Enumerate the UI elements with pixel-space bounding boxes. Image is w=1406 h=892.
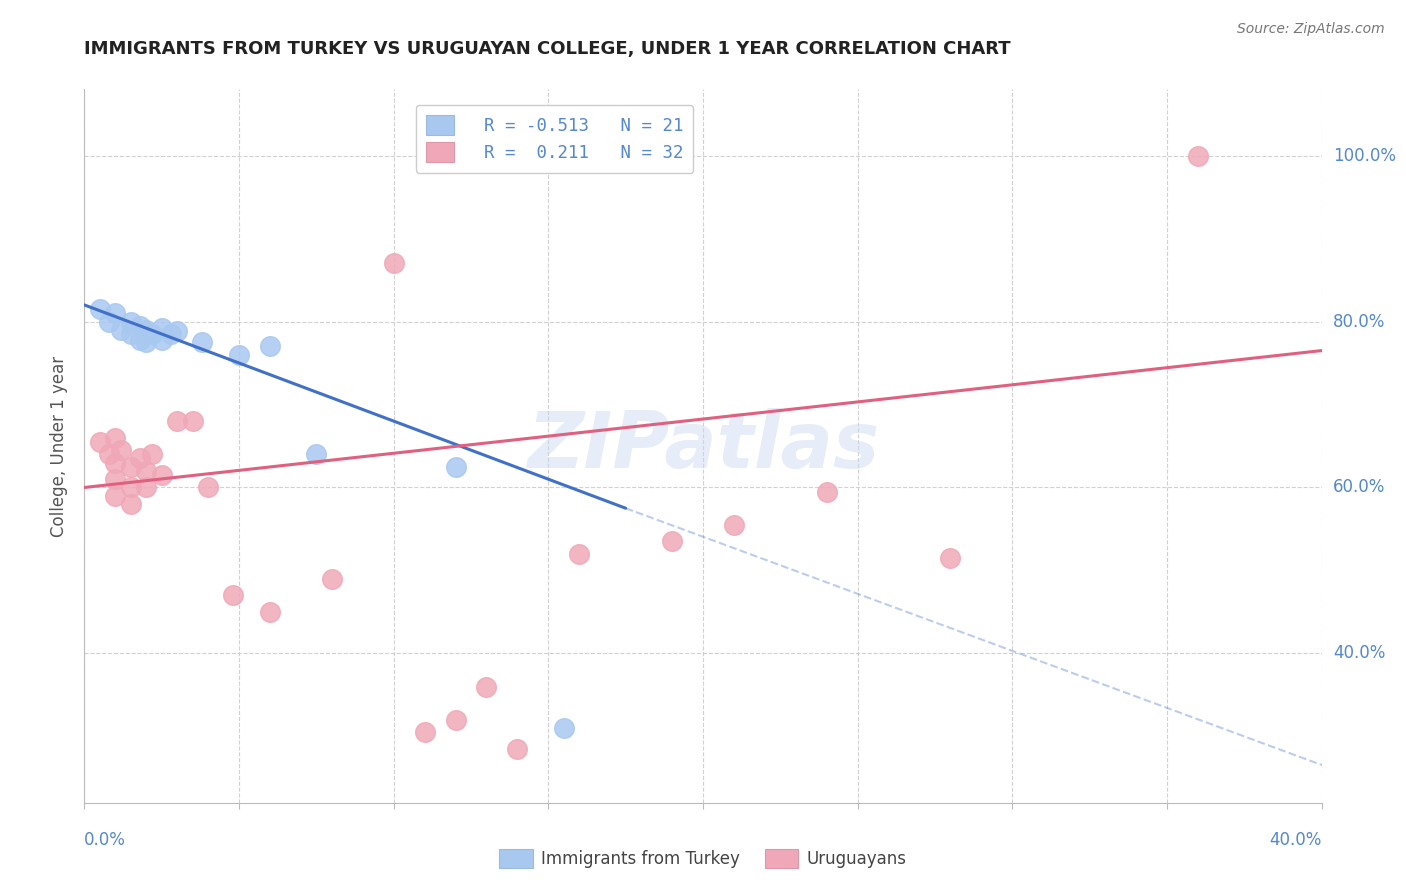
Point [723,517,745,532]
Point [135,481,157,495]
Point [475,680,498,694]
Text: ZIPatlas: ZIPatlas [527,408,879,484]
Point [129,333,152,347]
Point [120,497,142,511]
Point [135,335,157,350]
Point [661,534,683,549]
Point [1187,148,1209,162]
Y-axis label: College, Under 1 year: College, Under 1 year [51,355,69,537]
Point [382,256,405,270]
Point [150,321,173,335]
Point [305,447,328,461]
Point [104,431,127,445]
Text: 80.0%: 80.0% [1333,312,1385,331]
Point [98,447,121,461]
Point [135,464,157,478]
Point [120,481,142,495]
Point [110,443,132,458]
Point [89,302,111,317]
Point [110,323,132,337]
Point [160,326,183,341]
Point [815,484,838,499]
Point [104,306,127,320]
Point [444,459,467,474]
Point [150,333,173,347]
Point [104,456,127,470]
Point [120,314,142,328]
Point [104,489,127,503]
Point [150,468,173,483]
Point [141,326,163,341]
Point [181,414,204,428]
Point [321,572,343,586]
Point [166,414,188,428]
Point [568,547,591,561]
Point [129,451,152,466]
Point [259,605,281,619]
Point [444,713,467,727]
Text: 0.0%: 0.0% [84,830,127,848]
Text: 100.0%: 100.0% [1333,146,1396,165]
Point [191,335,214,350]
Point [104,472,127,486]
Point [89,434,111,449]
Point [141,447,163,461]
Point [413,725,436,739]
Point [506,742,529,756]
Text: 40.0%: 40.0% [1270,830,1322,848]
Point [197,481,219,495]
Point [135,323,157,337]
Point [166,325,188,339]
Legend: Immigrants from Turkey, Uruguayans: Immigrants from Turkey, Uruguayans [492,842,914,875]
Point [259,339,281,353]
Point [228,348,250,362]
Text: Source: ZipAtlas.com: Source: ZipAtlas.com [1237,22,1385,37]
Point [98,314,121,328]
Point [553,721,575,735]
Point [222,588,245,602]
Text: IMMIGRANTS FROM TURKEY VS URUGUAYAN COLLEGE, UNDER 1 YEAR CORRELATION CHART: IMMIGRANTS FROM TURKEY VS URUGUAYAN COLL… [84,40,1011,58]
Text: 40.0%: 40.0% [1333,644,1385,663]
Text: 60.0%: 60.0% [1333,478,1385,497]
Point [129,318,152,333]
Legend:   R = -0.513   N = 21,   R =  0.211   N = 32: R = -0.513 N = 21, R = 0.211 N = 32 [416,105,693,173]
Point [120,326,142,341]
Point [120,459,142,474]
Point [939,551,962,566]
